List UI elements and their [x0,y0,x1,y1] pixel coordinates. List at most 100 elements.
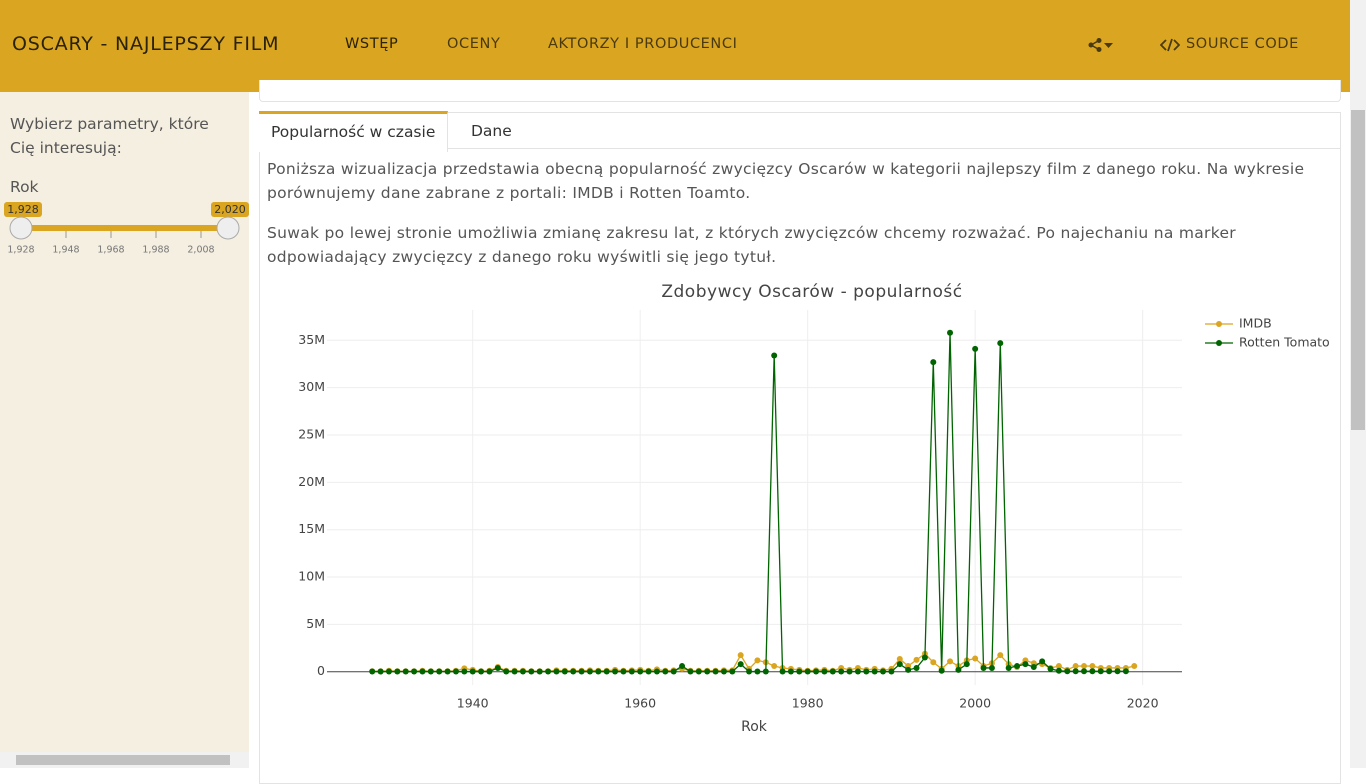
marker[interactable] [1055,667,1062,674]
marker[interactable] [377,668,384,675]
marker[interactable] [729,668,736,675]
marker[interactable] [662,668,669,675]
marker[interactable] [637,668,644,675]
marker[interactable] [1005,664,1012,671]
marker[interactable] [796,668,803,675]
marker[interactable] [1106,668,1113,675]
marker[interactable] [754,668,761,675]
marker[interactable] [411,668,418,675]
marker[interactable] [461,668,468,675]
marker[interactable] [704,668,711,675]
nav-item[interactable]: WSTĘP [345,36,399,52]
marker[interactable] [570,668,577,675]
marker[interactable] [930,659,937,666]
source-code-link[interactable]: SOURCE CODE [1186,36,1299,52]
marker[interactable] [913,664,920,671]
marker[interactable] [1122,668,1129,675]
marker[interactable] [528,668,535,675]
marker[interactable] [586,668,593,675]
marker[interactable] [612,668,619,675]
tab-active[interactable]: Popularność w czasie [259,111,449,152]
marker[interactable] [1047,665,1054,672]
marker[interactable] [427,668,434,675]
marker[interactable] [444,668,451,675]
marker[interactable] [762,668,769,675]
slider-handle[interactable] [9,216,33,240]
marker[interactable] [712,668,719,675]
marker[interactable] [871,668,878,675]
marker[interactable] [620,668,627,675]
marker[interactable] [972,345,979,352]
marker[interactable] [369,668,376,675]
marker[interactable] [402,668,409,675]
marker[interactable] [670,668,677,675]
marker[interactable] [545,668,552,675]
marker[interactable] [913,656,920,663]
marker[interactable] [1089,663,1096,670]
marker[interactable] [997,652,1004,659]
marker[interactable] [1097,668,1104,675]
marker[interactable] [737,652,744,659]
marker[interactable] [846,668,853,675]
tab[interactable]: Dane [471,122,512,140]
marker[interactable] [469,668,476,675]
marker[interactable] [921,654,928,661]
marker[interactable] [947,658,954,665]
marker[interactable] [1064,668,1071,675]
marker[interactable] [896,655,903,662]
marker[interactable] [436,668,443,675]
marker[interactable] [746,668,753,675]
marker[interactable] [519,668,526,675]
marker[interactable] [1039,658,1046,665]
marker[interactable] [687,668,694,675]
marker[interactable] [1081,668,1088,675]
marker[interactable] [1055,663,1062,670]
marker[interactable] [955,666,962,673]
marker[interactable] [595,668,602,675]
marker[interactable] [787,668,794,675]
marker[interactable] [1072,663,1079,670]
marker[interactable] [1072,668,1079,675]
marker[interactable] [880,668,887,675]
marker[interactable] [536,668,543,675]
marker[interactable] [821,668,828,675]
marker[interactable] [486,668,493,675]
marker[interactable] [695,668,702,675]
marker[interactable] [653,668,660,675]
marker[interactable] [905,666,912,673]
nav-item[interactable]: AKTORZY I PRODUCENCI [548,36,738,52]
marker[interactable] [771,663,778,670]
marker[interactable] [494,664,501,671]
marker[interactable] [578,668,585,675]
marker[interactable] [963,661,970,668]
marker[interactable] [720,668,727,675]
marker[interactable] [1131,663,1138,670]
marker[interactable] [1030,664,1037,671]
marker[interactable] [679,663,686,670]
share-icon[interactable] [1088,38,1114,52]
marker[interactable] [896,661,903,668]
slider[interactable]: 1,928 1,948 1,968 1,988 2,008 1,928 2,020 [0,202,249,292]
marker[interactable] [1089,668,1096,675]
legend-label[interactable]: Rotten Tomato [1239,335,1330,350]
marker[interactable] [385,668,392,675]
marker[interactable] [452,668,459,675]
marker[interactable] [737,661,744,668]
marker[interactable] [503,668,510,675]
marker[interactable] [478,668,485,675]
marker[interactable] [930,359,937,366]
marker[interactable] [854,668,861,675]
nav-item[interactable]: OCENY [447,36,501,52]
marker[interactable] [754,657,761,664]
marker[interactable] [645,668,652,675]
marker[interactable] [603,668,610,675]
marker[interactable] [972,655,979,662]
marker[interactable] [628,668,635,675]
marker[interactable] [997,340,1004,347]
marker[interactable] [888,668,895,675]
brand[interactable]: OSCARY - NAJLEPSZY FILM [12,33,280,55]
legend-label[interactable]: IMDB [1239,316,1272,331]
marker[interactable] [1014,663,1021,670]
marker[interactable] [394,668,401,675]
marker[interactable] [1022,661,1029,668]
